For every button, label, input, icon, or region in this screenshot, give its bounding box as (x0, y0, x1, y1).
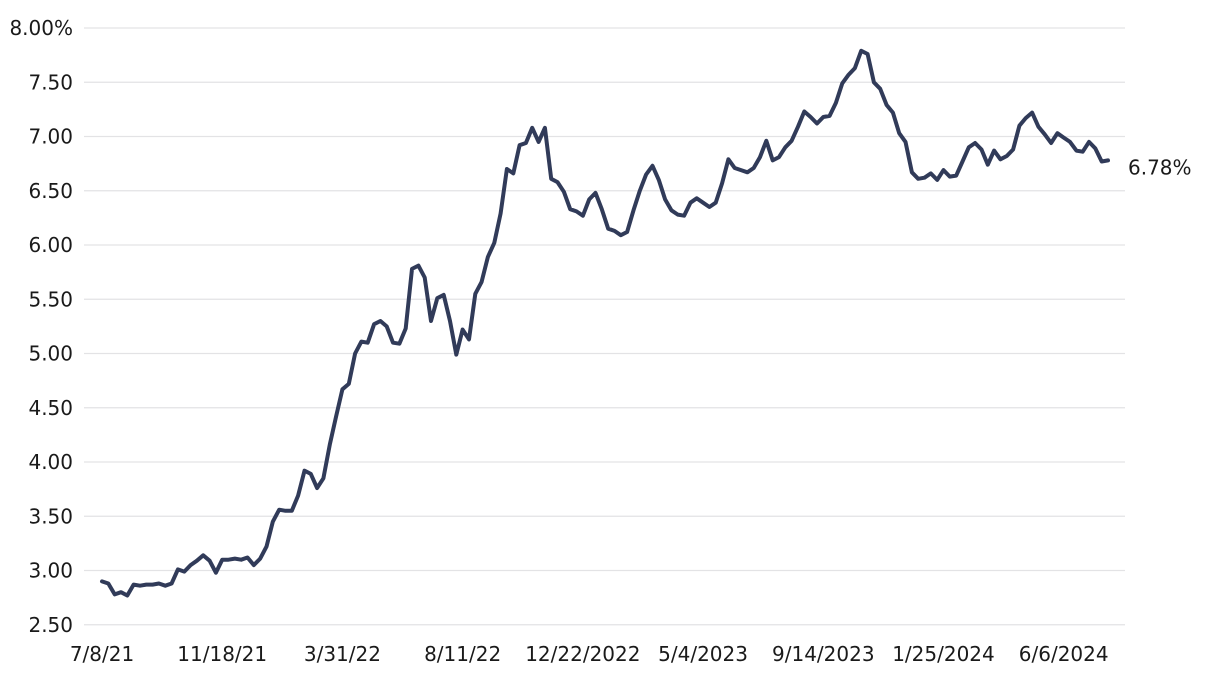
y-axis-tick-label: 5.50 (28, 287, 73, 311)
x-axis-tick-label: 7/8/21 (70, 642, 134, 666)
x-axis-tick-label: 9/14/2023 (772, 642, 875, 666)
x-axis-tick-label: 1/25/2024 (892, 642, 995, 666)
y-axis-tick-label: 6.00 (28, 233, 73, 257)
x-axis-labels: 7/8/21 11/18/21 3/31/22 8/11/22 12/22/2022 5/… (70, 642, 1109, 666)
x-axis-tick-label: 3/31/22 (304, 642, 381, 666)
y-axis-tick-label: 4.50 (28, 396, 73, 420)
y-axis-tick-label: 5.00 (28, 342, 73, 366)
y-axis-tick-label: 3.00 (28, 559, 73, 583)
y-axis-tick-label: 7.50 (28, 70, 73, 94)
x-axis-tick-label: 6/6/2024 (1019, 642, 1109, 666)
x-axis-tick-label: 11/18/21 (177, 642, 267, 666)
rate-series-line (100, 48, 1110, 598)
y-axis-tick-label: 4.00 (28, 450, 73, 474)
y-axis-tick-label: 3.50 (28, 504, 73, 528)
x-axis-tick-label: 8/11/22 (424, 642, 501, 666)
y-axis-tick-label: 8.00% (9, 16, 73, 40)
y-axis-tick-label: 6.50 (28, 179, 73, 203)
y-axis-tick-label: 7.00 (28, 125, 73, 149)
y-axis-labels: 8.00% 7.50 7.00 6.50 6.00 5.50 5.00 4.50 4.00 3.5… (9, 16, 73, 637)
y-axis-tick-label: 2.50 (28, 613, 73, 637)
gridlines (84, 27, 1125, 626)
x-axis-tick-label: 12/22/2022 (525, 642, 640, 666)
latest-rate-label: 6.78% (1128, 155, 1192, 179)
x-axis-tick-label: 5/4/2023 (658, 642, 748, 666)
